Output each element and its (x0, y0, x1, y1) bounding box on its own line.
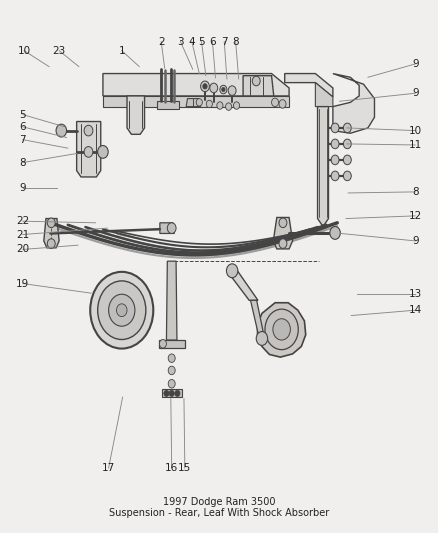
Text: 22: 22 (16, 216, 29, 226)
Text: 13: 13 (409, 289, 422, 299)
Polygon shape (186, 99, 201, 107)
Polygon shape (160, 223, 174, 233)
Circle shape (343, 139, 351, 149)
Circle shape (343, 155, 351, 165)
Text: 9: 9 (412, 88, 419, 98)
Circle shape (220, 85, 227, 94)
Text: 7: 7 (19, 135, 26, 144)
Circle shape (203, 84, 207, 89)
Polygon shape (315, 83, 333, 107)
Polygon shape (166, 261, 177, 340)
Circle shape (167, 223, 176, 233)
Circle shape (117, 304, 127, 317)
Text: 23: 23 (53, 46, 66, 55)
Text: 8: 8 (19, 158, 26, 167)
Text: 2: 2 (158, 37, 165, 46)
Polygon shape (157, 101, 179, 109)
Circle shape (331, 139, 339, 149)
Text: 8: 8 (232, 37, 239, 46)
Circle shape (330, 227, 340, 239)
Circle shape (226, 264, 238, 278)
Circle shape (168, 366, 175, 375)
Circle shape (279, 100, 286, 108)
Polygon shape (77, 122, 101, 177)
Text: 9: 9 (412, 236, 419, 246)
Text: 8: 8 (412, 187, 419, 197)
Circle shape (343, 171, 351, 181)
Text: 1: 1 (118, 46, 125, 55)
Circle shape (47, 218, 55, 228)
Text: 9: 9 (19, 183, 26, 192)
Circle shape (228, 86, 236, 95)
Polygon shape (243, 76, 274, 96)
Circle shape (272, 98, 279, 107)
Circle shape (265, 309, 298, 350)
Circle shape (169, 390, 174, 397)
Circle shape (109, 294, 135, 326)
Text: 11: 11 (409, 140, 422, 150)
Text: 3: 3 (177, 37, 184, 46)
Polygon shape (251, 301, 265, 338)
Polygon shape (44, 219, 59, 248)
Circle shape (279, 218, 287, 228)
Text: 14: 14 (409, 305, 422, 315)
Circle shape (343, 123, 351, 133)
Text: 10: 10 (409, 126, 422, 135)
Polygon shape (333, 74, 374, 133)
Circle shape (175, 390, 180, 397)
Polygon shape (162, 389, 182, 397)
Text: 6: 6 (209, 37, 216, 46)
Circle shape (168, 379, 175, 388)
Text: 21: 21 (16, 230, 29, 239)
Circle shape (98, 146, 108, 158)
Circle shape (84, 125, 93, 136)
Text: 17: 17 (102, 463, 115, 473)
Text: 4: 4 (188, 37, 195, 46)
Text: 1997 Dodge Ram 3500
Suspension - Rear, Leaf With Shock Absorber: 1997 Dodge Ram 3500 Suspension - Rear, L… (109, 497, 329, 518)
Text: 16: 16 (165, 463, 178, 473)
Circle shape (331, 155, 339, 165)
Text: 19: 19 (16, 279, 29, 288)
Polygon shape (273, 217, 293, 249)
Text: 10: 10 (18, 46, 31, 55)
Circle shape (164, 390, 169, 397)
Polygon shape (258, 303, 306, 357)
Text: 12: 12 (409, 211, 422, 221)
Circle shape (159, 340, 166, 348)
Circle shape (279, 239, 287, 248)
Text: 9: 9 (412, 59, 419, 69)
Circle shape (226, 103, 232, 110)
Polygon shape (285, 74, 333, 97)
Circle shape (233, 102, 240, 109)
Circle shape (201, 81, 209, 92)
Text: 5: 5 (19, 110, 26, 119)
Circle shape (84, 147, 93, 157)
Circle shape (168, 354, 175, 362)
Circle shape (217, 102, 223, 109)
Text: 5: 5 (198, 37, 205, 46)
Text: 6: 6 (19, 122, 26, 132)
Circle shape (222, 87, 225, 92)
Circle shape (252, 76, 260, 86)
Circle shape (256, 332, 268, 345)
Circle shape (206, 100, 212, 108)
Polygon shape (227, 271, 258, 301)
Text: 20: 20 (16, 245, 29, 254)
Text: 7: 7 (221, 37, 228, 46)
Text: 15: 15 (178, 463, 191, 473)
Polygon shape (103, 74, 289, 96)
Circle shape (273, 319, 290, 340)
Circle shape (47, 239, 55, 248)
Circle shape (90, 272, 153, 349)
Polygon shape (127, 96, 145, 134)
Polygon shape (103, 96, 289, 107)
Circle shape (331, 123, 339, 133)
Circle shape (98, 281, 146, 340)
Polygon shape (159, 340, 185, 348)
Circle shape (196, 99, 202, 106)
Circle shape (56, 124, 67, 137)
Circle shape (331, 171, 339, 181)
Circle shape (210, 83, 218, 93)
Polygon shape (318, 107, 328, 225)
